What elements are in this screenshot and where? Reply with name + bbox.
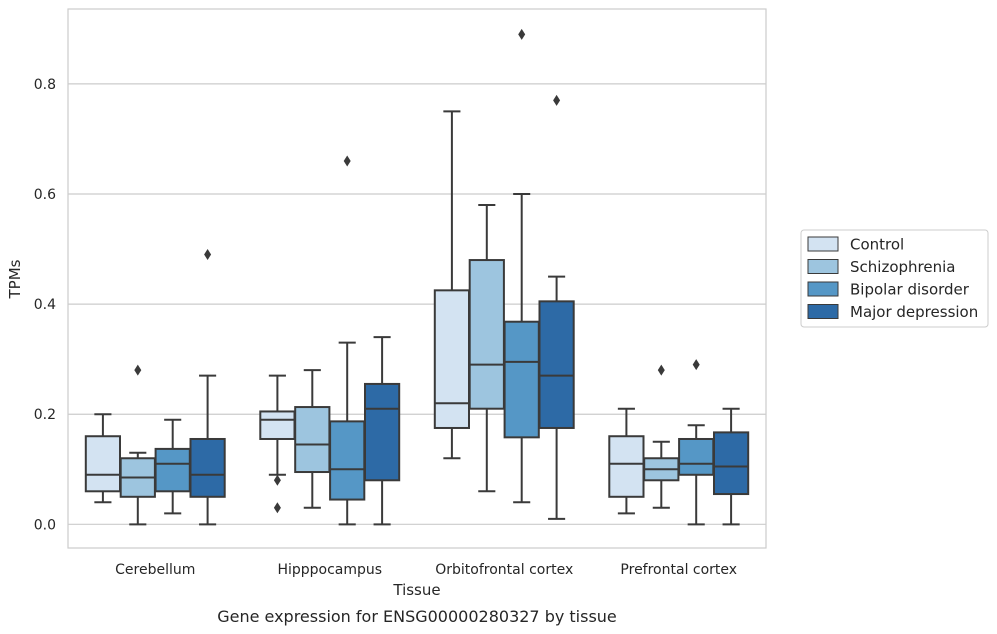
box-body xyxy=(294,406,331,474)
box-0-2 xyxy=(154,418,191,515)
legend-frame xyxy=(800,229,989,328)
outlier-point xyxy=(553,94,561,106)
box-1-3 xyxy=(363,336,401,526)
legend-label: Control xyxy=(850,236,904,254)
box-body xyxy=(189,437,226,498)
box-body xyxy=(608,435,645,498)
y-tick-label: 0.0 xyxy=(34,517,56,533)
box-groups xyxy=(84,28,750,526)
legend-label: Major depression xyxy=(850,303,978,321)
legend-swatch xyxy=(807,281,839,297)
box-1-2 xyxy=(329,155,366,526)
x-tick-label: Cerebellum xyxy=(115,562,195,578)
gridlines xyxy=(68,83,766,525)
box-body xyxy=(712,431,750,496)
box-body xyxy=(154,447,191,493)
box-body xyxy=(678,437,715,476)
box-body xyxy=(433,289,471,429)
y-axis-label: TPMs xyxy=(6,259,24,299)
legend-label: Bipolar disorder xyxy=(850,281,970,299)
box-body xyxy=(503,320,540,439)
box-0-3 xyxy=(189,249,226,526)
x-axis-label: Tissue xyxy=(392,581,440,599)
outlier-point xyxy=(273,474,281,486)
box-2-1 xyxy=(468,204,505,493)
y-tick-label: 0.2 xyxy=(34,407,56,423)
outlier-point xyxy=(134,364,142,376)
outlier-point xyxy=(343,155,351,167)
box-2-2 xyxy=(503,28,540,504)
box-body xyxy=(468,259,505,410)
box-body xyxy=(538,300,575,429)
x-tick-labels: Cerebellum Hipppocampus Orbitofrontal cort… xyxy=(115,562,737,578)
figure-caption: Gene expression for ENSG00000280327 by t… xyxy=(217,607,617,626)
box-2-3 xyxy=(538,94,575,520)
box-3-3 xyxy=(712,407,750,526)
x-tick-label: Prefrontal cortex xyxy=(620,562,737,578)
box-3-0 xyxy=(608,407,645,515)
box-3-2 xyxy=(678,359,715,526)
outlier-point xyxy=(273,502,281,514)
box-body xyxy=(259,410,296,440)
box-body xyxy=(84,435,122,493)
box-1-0 xyxy=(259,374,296,514)
outlier-point xyxy=(657,364,665,376)
box-2-0 xyxy=(433,110,471,460)
y-tick-labels: 0.0 0.2 0.4 0.6 0.8 xyxy=(34,77,56,533)
legend-swatch xyxy=(807,304,839,319)
legend-swatch xyxy=(807,236,839,252)
y-tick-label: 0.6 xyxy=(34,187,56,203)
box-0-0 xyxy=(84,413,122,504)
legend-swatch xyxy=(807,259,839,274)
y-tick-label: 0.8 xyxy=(34,77,56,93)
legend-label: Schizophrenia xyxy=(850,258,955,276)
legend: Control Schizophrenia Bipolar disorder Majo… xyxy=(800,229,989,328)
box-body xyxy=(329,420,366,501)
x-tick-label: Hipppocampus xyxy=(277,562,382,578)
box-body xyxy=(363,382,401,482)
outlier-point xyxy=(204,249,212,261)
y-tick-label: 0.4 xyxy=(34,297,56,313)
x-tick-label: Orbitofrontal cortex xyxy=(435,562,573,578)
outlier-point xyxy=(692,359,700,371)
outlier-point xyxy=(518,28,526,40)
